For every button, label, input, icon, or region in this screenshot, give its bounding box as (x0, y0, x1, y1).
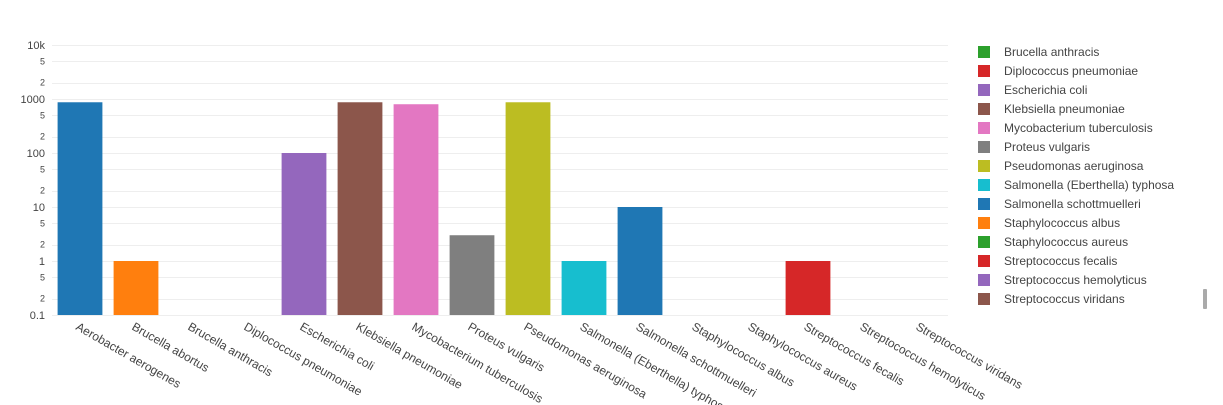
x-tick-label: Aerobacter aerogenes (74, 319, 184, 390)
legend-label[interactable]: Proteus vulgaris (1004, 140, 1090, 154)
bar[interactable] (113, 261, 159, 315)
y-minor-tick-label: 2 (40, 132, 45, 142)
bar[interactable] (785, 261, 831, 315)
legend-label[interactable]: Streptococcus hemolyticus (1004, 273, 1147, 287)
y-minor-tick-label: 2 (40, 294, 45, 304)
bar[interactable] (393, 104, 439, 315)
y-tick-label: 100 (27, 148, 45, 160)
y-minor-tick-label: 5 (40, 272, 45, 282)
y-tick-label: 10k (27, 40, 45, 52)
legend-swatch[interactable] (978, 103, 990, 115)
y-minor-tick-label: 5 (40, 164, 45, 174)
legend-swatch[interactable] (978, 84, 990, 96)
bar[interactable] (449, 235, 495, 315)
legend-swatch[interactable] (978, 141, 990, 153)
bars (57, 102, 831, 315)
grid-lines (52, 45, 948, 316)
bar[interactable] (561, 261, 607, 315)
legend-label[interactable]: Staphylococcus albus (1004, 216, 1120, 230)
y-minor-tick-label: 2 (40, 78, 45, 88)
legend-label[interactable]: Mycobacterium tuberculosis (1004, 121, 1153, 135)
y-minor-tick-label: 5 (40, 218, 45, 228)
legend-label[interactable]: Salmonella schottmuelleri (1004, 197, 1141, 211)
legend-swatch[interactable] (978, 236, 990, 248)
legend-swatch[interactable] (978, 122, 990, 134)
legend-swatch[interactable] (978, 293, 990, 305)
y-tick-label: 10 (33, 202, 45, 214)
bar[interactable] (57, 102, 103, 315)
y-minor-tick-label: 2 (40, 240, 45, 250)
legend-scrollbar[interactable] (1203, 289, 1207, 309)
legend-swatch[interactable] (978, 46, 990, 58)
legend-label[interactable]: Streptococcus viridans (1004, 292, 1125, 306)
legend-swatch[interactable] (978, 198, 990, 210)
y-minor-tick-label: 5 (40, 110, 45, 120)
legend: Brucella anthracis Diplococcus pneumoniae… (978, 45, 1174, 306)
bar[interactable] (505, 102, 551, 315)
legend-swatch[interactable] (978, 274, 990, 286)
legend-label[interactable]: Diplococcus pneumoniae (1004, 64, 1138, 78)
legend-label[interactable]: Pseudomonas aeruginosa (1004, 159, 1144, 173)
legend-swatch[interactable] (978, 217, 990, 229)
legend-swatch[interactable] (978, 255, 990, 267)
legend-swatch[interactable] (978, 179, 990, 191)
bar[interactable] (617, 207, 663, 315)
bar[interactable] (337, 102, 383, 315)
legend-swatch[interactable] (978, 65, 990, 77)
y-tick-label: 0.1 (30, 310, 45, 322)
legend-swatch[interactable] (978, 160, 990, 172)
legend-label[interactable]: Brucella anthracis (1004, 45, 1099, 59)
y-axis: 0.1 1 10 100 1000 10k 2 5 2 5 2 5 2 5 2 5 (21, 40, 46, 322)
y-minor-tick-label: 5 (40, 56, 45, 66)
y-minor-tick-label: 2 (40, 186, 45, 196)
legend-label[interactable]: Escherichia coli (1004, 83, 1087, 97)
legend-label[interactable]: Salmonella (Eberthella) typhosa (1004, 178, 1174, 192)
legend-label[interactable]: Staphylococcus aureus (1004, 235, 1128, 249)
bar[interactable] (281, 153, 327, 315)
legend-label[interactable]: Klebsiella pneumoniae (1004, 102, 1125, 116)
y-tick-label: 1 (39, 256, 45, 268)
legend-label[interactable]: Streptococcus fecalis (1004, 254, 1117, 268)
y-tick-label: 1000 (21, 94, 45, 106)
